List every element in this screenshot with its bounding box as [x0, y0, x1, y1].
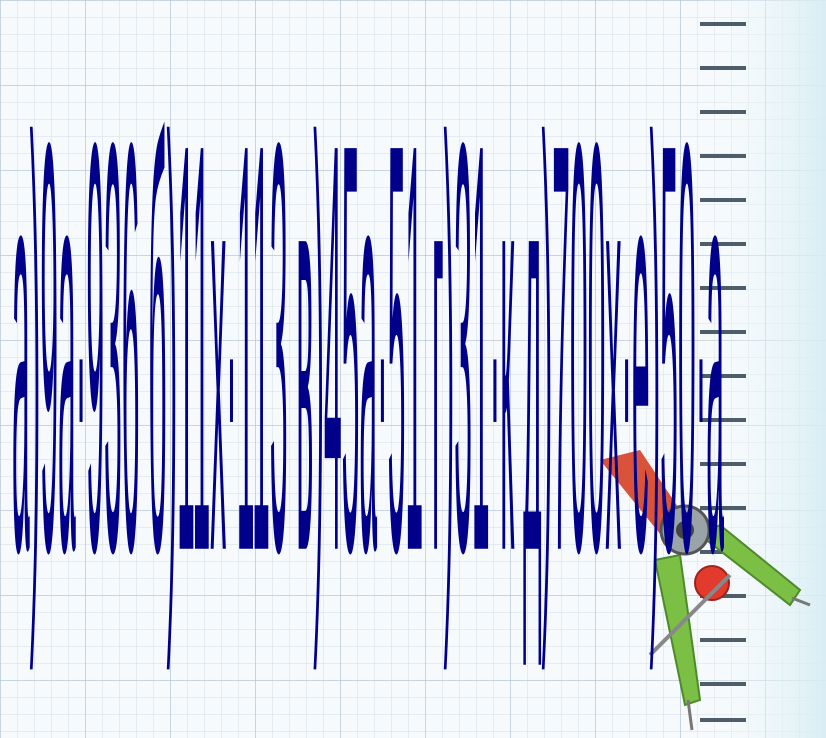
- compass-icon: [600, 450, 811, 731]
- ruler-strip: [690, 0, 826, 738]
- expression-text: а)9а·936 б)11х·113 в)45а·51 г)31·к д)700…: [12, 21, 724, 676]
